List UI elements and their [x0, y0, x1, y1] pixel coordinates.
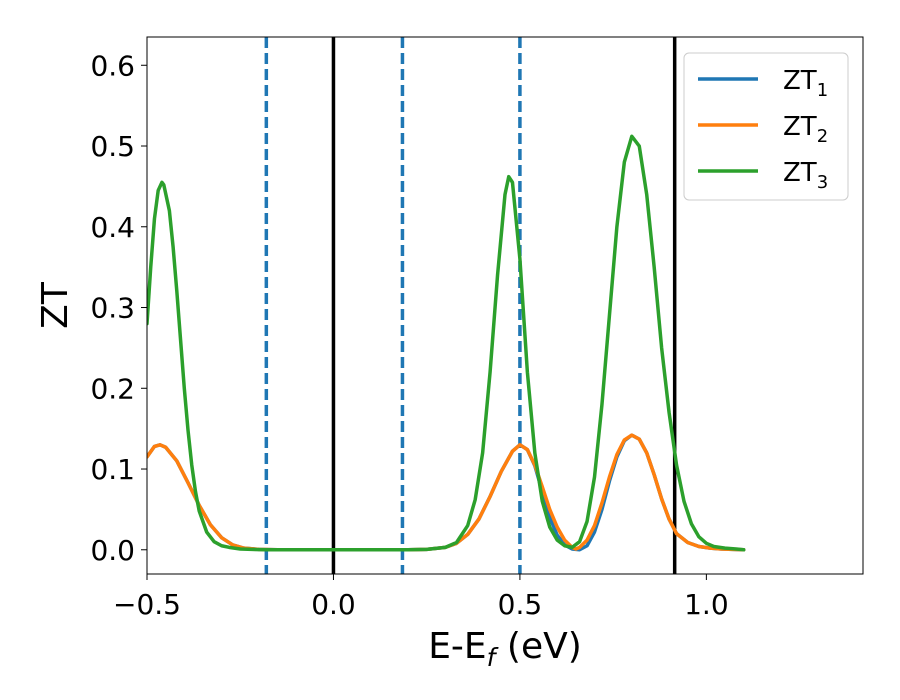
y-axis-label: ZT [35, 281, 76, 329]
legend-item-zt3: ZT3 [698, 158, 828, 193]
x-tick-label: 0.0 [311, 588, 356, 621]
legend-item-zt2: ZT2 [698, 112, 828, 147]
y-tick-label: 0.3 [90, 292, 135, 325]
series-line-zt3 [147, 134, 746, 552]
series-line-zt2 [147, 433, 746, 552]
x-axis-label-main: E-E [428, 626, 486, 667]
y-tick-label: 0.2 [90, 372, 135, 405]
x-axis-label: E-Ef (eV) [428, 626, 582, 672]
legend-label: ZT2 [783, 112, 828, 147]
legend-label: ZT3 [783, 158, 828, 193]
legend-label-subscript: 2 [817, 126, 828, 147]
legend-label: ZT1 [783, 66, 828, 101]
legend-label-main: ZT [783, 66, 817, 96]
x-tick-label: 0.5 [498, 588, 543, 621]
legend-label-main: ZT [783, 158, 817, 188]
y-tick-label: 0.4 [90, 211, 135, 244]
plot-area [147, 37, 746, 574]
legend-box [683, 52, 849, 201]
x-axis-label-units: (eV) [495, 626, 581, 667]
y-tick-label: 0.1 [90, 453, 135, 486]
x-tick-label: −0.5 [113, 588, 181, 621]
legend-label-subscript: 1 [817, 80, 828, 101]
y-tick-label: 0.5 [90, 130, 135, 163]
y-tick-label: 0.6 [90, 49, 135, 82]
legend-label-main: ZT [783, 112, 817, 142]
axes-frame [146, 36, 864, 575]
legend-label-subscript: 3 [817, 172, 828, 193]
y-tick-label: 0.0 [90, 534, 135, 567]
legend-item-zt1: ZT1 [698, 66, 828, 101]
x-tick-label: 1.0 [684, 588, 729, 621]
